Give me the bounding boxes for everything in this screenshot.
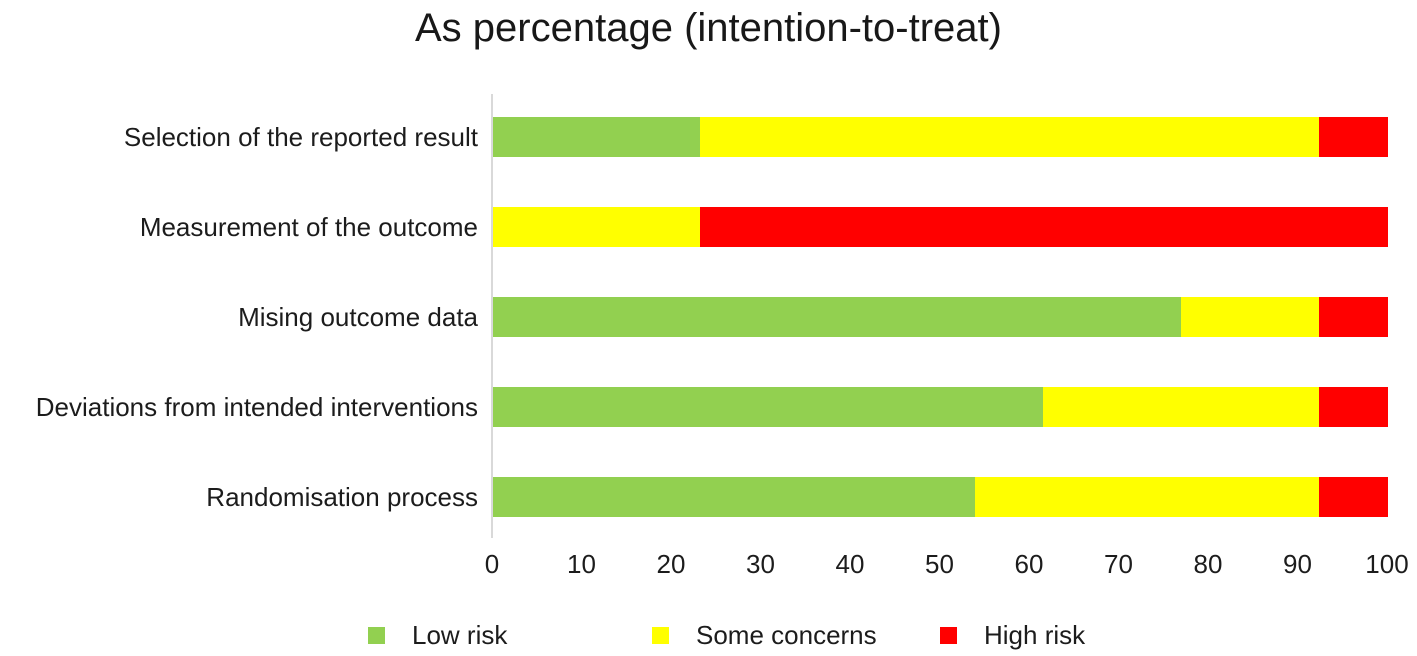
chart-row: Selection of the reported result [0,92,1417,182]
bar-segment-high-risk [1319,387,1388,427]
bar-segment-low-risk [493,387,1044,427]
category-label: Selection of the reported result [123,121,478,152]
bar-segment-low-risk [493,477,975,517]
legend-swatch-low-risk [368,626,385,644]
legend-label: Low risk [412,619,508,650]
category-label: Mising outcome data [238,301,478,332]
bar-segment-low-risk [493,297,1182,337]
y-axis-line [491,94,493,538]
bar-segment-some-concerns [493,207,700,247]
bar-segment-low-risk [493,117,700,157]
bar-segment-some-concerns [1181,297,1320,337]
bar-segment-high-risk [1319,297,1388,337]
x-tick-label: 0 [484,549,500,579]
x-tick-label: 80 [1193,549,1223,579]
chart-row: Deviations from intended interventions [0,362,1417,452]
x-tick-label: 40 [835,549,865,579]
bar-segment-high-risk [699,207,1388,247]
chart-row: Mising outcome data [0,272,1417,362]
stacked-bar [493,117,1388,157]
legend-item-some-concerns: Some concerns [652,618,877,652]
chart-row: Randomisation process [0,452,1417,542]
bar-segment-some-concerns [1043,387,1320,427]
category-label: Randomisation process [206,481,478,512]
category-label: Deviations from intended interventions [35,391,478,422]
x-tick-label: 90 [1283,549,1312,579]
bar-segment-high-risk [1319,477,1388,517]
x-tick-label: 20 [656,549,686,579]
legend-item-low-risk: Low risk [368,618,507,652]
x-tick-label: 100 [1365,549,1409,579]
x-tick-label: 60 [1014,549,1044,579]
legend-label: High risk [984,619,1086,650]
category-label: Measurement of the outcome [139,211,478,242]
chart-title: As percentage (intention-to-treat) [415,6,1002,50]
stacked-bar [493,207,1388,247]
legend-item-high-risk: High risk [940,618,1085,652]
stacked-bar [493,297,1388,337]
chart-row: Measurement of the outcome [0,182,1417,272]
legend-swatch-high-risk [940,626,957,644]
legend-label: Some concerns [696,619,877,650]
bar-segment-some-concerns [974,477,1320,517]
legend: Low risk Some concerns High risk [0,618,1417,652]
x-tick-label: 10 [567,549,596,579]
x-tick-label: 50 [925,549,954,579]
legend-swatch-some-concerns [652,626,669,644]
x-tick-label: 30 [746,549,775,579]
bar-segment-some-concerns [699,117,1320,157]
plot-area: Selection of the reported result Measurem… [0,92,1417,542]
stacked-bar [493,477,1388,517]
stacked-bar [493,387,1388,427]
x-tick-label: 70 [1104,549,1133,579]
x-axis: 0 10 20 30 40 50 60 70 80 90 100 [0,549,1417,581]
bar-segment-high-risk [1319,117,1388,157]
